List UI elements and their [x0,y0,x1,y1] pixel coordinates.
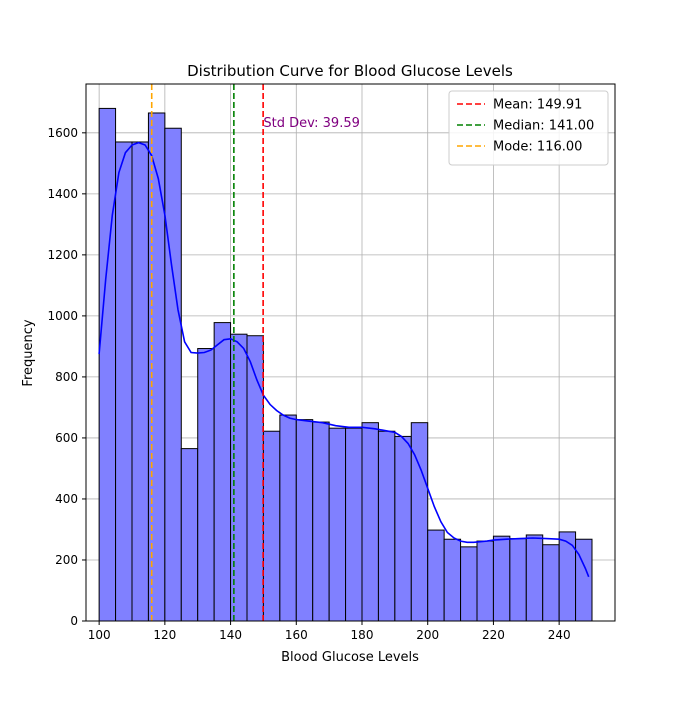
std-dev-annotation: Std Dev: 39.59 [263,116,359,131]
legend-label: Mode: 116.00 [493,140,582,155]
y-tick-label: 0 [70,614,78,628]
histogram-bar [328,427,347,622]
histogram-bar [295,419,314,622]
legend: Mean: 149.91 Median: 141.00 Mode: 116.00 [448,90,609,166]
histogram-bar [213,322,232,622]
histogram-bar [361,422,379,622]
y-tick-label: 1000 [47,309,78,323]
x-tick-label: 240 [548,628,571,642]
histogram-bar [492,535,511,622]
y-tick-label: 1400 [47,187,78,201]
histogram-bar [312,421,330,622]
y-tick-label: 400 [55,492,78,506]
x-tick-label: 200 [416,628,439,642]
histogram-bar [427,529,445,622]
histogram-bar [230,333,248,622]
histogram-bar [525,534,544,622]
histogram-bar [509,538,527,622]
histogram-bar [377,430,396,622]
x-axis-label: Blood Glucose Levels [281,650,419,665]
legend-box [448,90,609,166]
x-axis: 100 120 140 160 180 200 220 240 [88,621,571,642]
kde-curve [98,141,590,578]
y-tick-label: 1200 [47,248,78,262]
histogram-bar [147,112,166,622]
x-tick-label: 220 [482,628,505,642]
histogram-bar [197,348,215,622]
histogram-bar [131,141,149,622]
histogram-bar [115,141,133,622]
y-axis: 0 200 400 600 800 1000 1200 1400 1600 [47,126,86,628]
x-tick-label: 160 [285,628,308,642]
histogram-bar [246,335,264,622]
histogram-bar [460,546,478,622]
histogram-bar [279,414,297,622]
x-tick-label: 180 [351,628,374,642]
histogram-bar [98,107,117,622]
x-tick-label: 100 [88,628,111,642]
plot-frame [85,83,616,622]
legend-label: Mean: 149.91 [493,98,582,113]
y-tick-label: 800 [55,370,78,384]
y-tick-label: 1600 [47,126,78,140]
histogram-bar [262,430,281,622]
histogram-bar [345,427,363,622]
y-axis-label: Frequency [21,319,36,386]
y-tick-label: 200 [55,553,78,567]
legend-label: Median: 141.00 [493,119,594,134]
histogram-bar [180,448,199,622]
y-tick-label: 600 [55,431,78,445]
x-tick-label: 140 [219,628,242,642]
chart-title: Distribution Curve for Blood Glucose Lev… [187,62,513,80]
histogram-bar [542,544,560,622]
histogram-bar [575,538,593,622]
histogram-bar [394,435,412,622]
x-tick-label: 120 [153,628,176,642]
histogram-bar [164,127,182,622]
histogram-bar [443,538,462,622]
plot-area: Std Dev: 39.59 [85,83,616,622]
histogram-bar [476,540,494,622]
